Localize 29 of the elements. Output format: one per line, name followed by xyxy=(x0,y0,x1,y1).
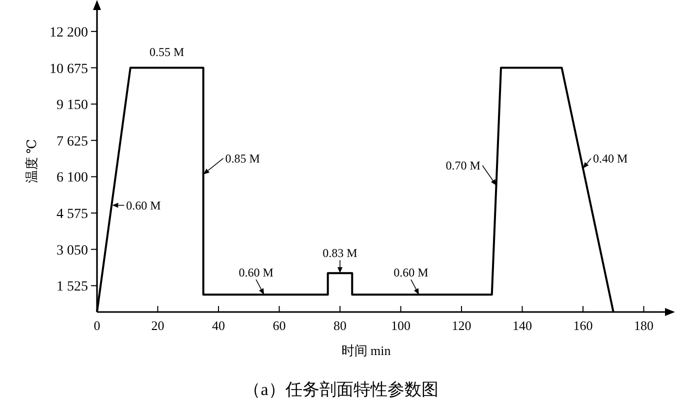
annotation: 0.55 M xyxy=(150,44,185,59)
annotation: 0.85 M xyxy=(225,151,260,166)
y-tick-label: 6 100 xyxy=(56,170,88,186)
x-tick-label: 120 xyxy=(452,318,472,333)
y-tick-label: 12 200 xyxy=(50,25,88,40)
x-tick-label: 20 xyxy=(151,318,164,333)
annotation: 0.70 M xyxy=(446,158,481,173)
y-tick-label: 1 525 xyxy=(56,280,88,295)
x-tick-label: 180 xyxy=(634,318,654,333)
y-tick-label: 10 675 xyxy=(50,62,88,77)
x-tick-label: 80 xyxy=(333,318,346,333)
y-tick-label: 4 575 xyxy=(56,207,88,222)
annotation: 0.83 M xyxy=(322,246,358,260)
annotation: 0.60 M xyxy=(238,266,274,280)
y-tick-label: 9 150 xyxy=(56,98,88,114)
x-tick-label: 40 xyxy=(212,318,225,333)
x-axis-title: 时间 min xyxy=(341,343,392,358)
x-tick-label: 140 xyxy=(512,318,532,333)
text: （a）任务剖面特性参数图 xyxy=(244,380,438,399)
y-tick-label: 7 625 xyxy=(56,134,88,150)
x-tick-label: 0 xyxy=(94,318,100,333)
x-tick-label: 60 xyxy=(272,318,286,333)
annotation: 0.60 M xyxy=(126,198,162,212)
y-axis-title: 温度 ℃ xyxy=(24,139,39,183)
annotation: 0.60 M xyxy=(394,266,429,280)
annotation: 0.40 M xyxy=(592,151,628,166)
y-tick-label: 3 050 xyxy=(56,243,88,258)
x-tick-label: 100 xyxy=(390,318,410,333)
x-tick-label: 160 xyxy=(573,318,593,333)
